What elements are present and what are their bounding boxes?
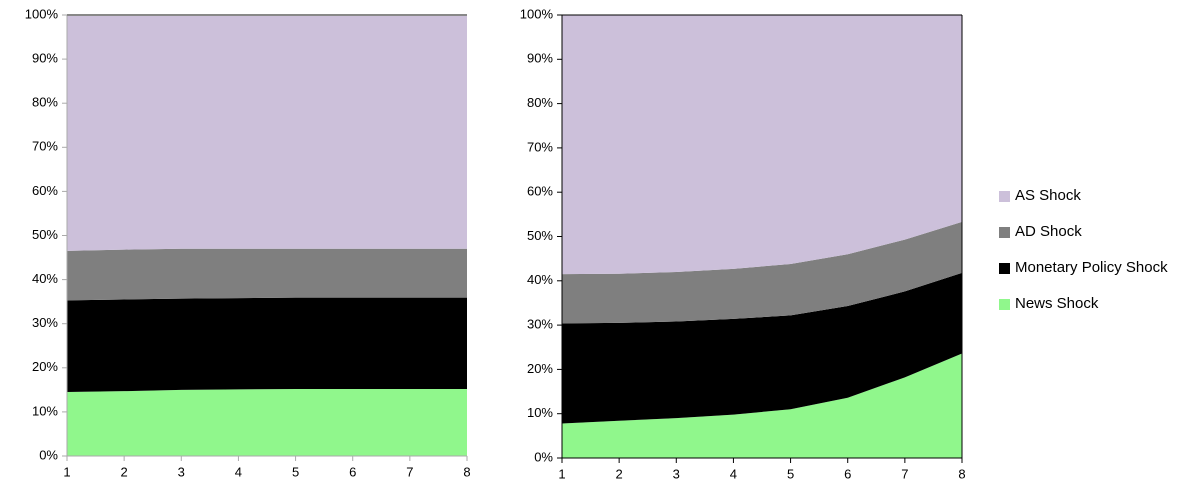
legend-label: AD Shock [1015, 223, 1082, 240]
x-tick-label: 3 [178, 464, 185, 479]
y-tick-label: 0% [39, 447, 58, 462]
x-tick-label: 6 [844, 466, 851, 481]
x-tick-label: 7 [901, 466, 908, 481]
x-tick-label: 5 [787, 466, 794, 481]
y-tick-label: 70% [527, 139, 553, 154]
x-tick-label: 5 [292, 464, 299, 479]
y-tick-label: 50% [32, 227, 58, 242]
area [562, 353, 962, 458]
y-tick-label: 100% [520, 6, 554, 21]
x-tick-label: 6 [349, 464, 356, 479]
area [67, 297, 467, 393]
x-tick-label: 1 [63, 464, 70, 479]
y-tick-label: 60% [527, 184, 553, 199]
y-tick-label: 50% [527, 228, 553, 243]
x-tick-label: 2 [121, 464, 128, 479]
legend-label: Monetary Policy Shock [1015, 259, 1168, 276]
y-tick-label: 90% [527, 51, 553, 66]
y-tick-label: 30% [527, 317, 553, 332]
y-tick-label: 100% [25, 6, 59, 21]
legend-label: News Shock [1015, 295, 1099, 312]
area [67, 248, 467, 301]
y-tick-label: 20% [527, 361, 553, 376]
y-tick-label: 10% [527, 405, 553, 420]
x-tick-label: 8 [958, 466, 965, 481]
y-tick-label: 0% [534, 449, 553, 464]
x-tick-label: 2 [616, 466, 623, 481]
y-tick-label: 90% [32, 51, 58, 66]
x-tick-label: 7 [406, 464, 413, 479]
y-tick-label: 70% [32, 139, 58, 154]
area [67, 388, 467, 456]
area [562, 221, 962, 324]
area [562, 272, 962, 424]
legend-swatch [999, 191, 1010, 202]
x-tick-label: 3 [673, 466, 680, 481]
y-tick-label: 40% [32, 271, 58, 286]
legend-swatch [999, 227, 1010, 238]
x-tick-label: 4 [730, 466, 737, 481]
y-tick-label: 80% [527, 95, 553, 110]
area [67, 15, 467, 251]
y-tick-label: 30% [32, 315, 58, 330]
area [562, 15, 962, 275]
legend-swatch [999, 299, 1010, 310]
x-tick-label: 8 [463, 464, 470, 479]
y-tick-label: 10% [32, 403, 58, 418]
y-tick-label: 40% [527, 272, 553, 287]
legend-swatch [999, 263, 1010, 274]
legend-label: AS Shock [1015, 187, 1081, 204]
x-tick-label: 1 [558, 466, 565, 481]
x-tick-label: 4 [235, 464, 242, 479]
y-tick-label: 80% [32, 95, 58, 110]
y-tick-label: 20% [32, 359, 58, 374]
y-tick-label: 60% [32, 183, 58, 198]
